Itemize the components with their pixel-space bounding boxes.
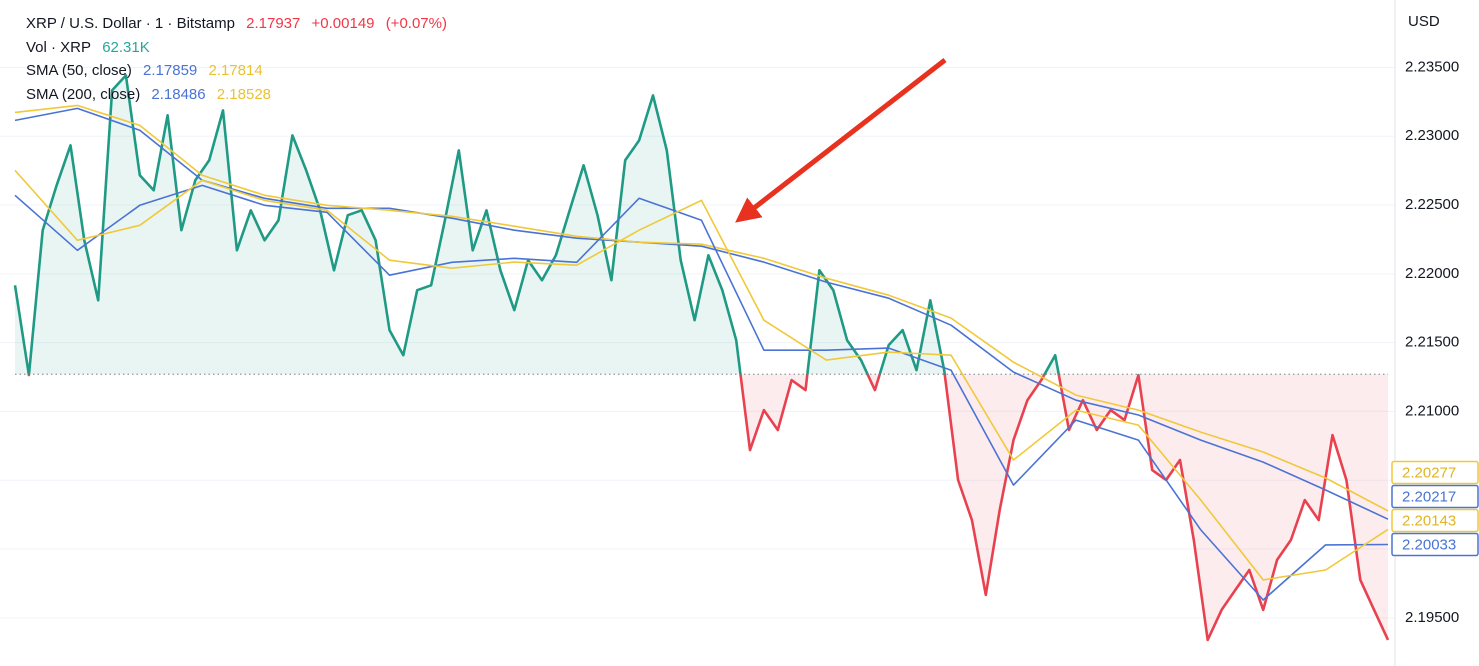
price-tag-box [1391, 484, 1479, 509]
price-tag: 2.20033 [1402, 536, 1456, 553]
sma-line [14, 104, 1389, 512]
price-line [13, 74, 1390, 642]
legend-row: XRP / U.S. Dollar · 1 · Bitstamp 2.17937… [26, 12, 454, 36]
price-area [15, 75, 1388, 640]
sma-label: SMA (200, close) [26, 85, 141, 103]
sma-value: 2.17814 [208, 62, 263, 79]
symbol: XRP / U.S. Dollar · 1 · Bitstamp [26, 15, 235, 32]
y-tick-label: 2.19500 [1405, 609, 1459, 626]
last-price: 2.17937 [246, 15, 301, 32]
y-tick-label: 2.22500 [1405, 196, 1459, 213]
y-tick-label: 2.22000 [1405, 265, 1459, 282]
y-tick-label: 2.23500 [1405, 58, 1459, 75]
change: +0.00149 [311, 15, 375, 32]
sma-value: 2.18528 [216, 85, 272, 103]
y-tick-label: 2.21500 [1405, 334, 1459, 351]
sma-value: 2.18486 [151, 85, 206, 103]
price-tag-box [1391, 508, 1479, 533]
price-tag-box [1391, 532, 1479, 557]
y-tick-label: 2.21000 [1405, 402, 1459, 419]
volume-value: 62.31K [102, 38, 150, 56]
annotation-arrow [735, 58, 947, 223]
price-tag: 2.20143 [1402, 512, 1456, 529]
volume-label: Vol · XRP [26, 38, 92, 56]
sma-line [14, 169, 1389, 581]
sma-line [14, 107, 1389, 520]
price-tag-box [1391, 460, 1479, 485]
y-tick-label: 2.23000 [1405, 127, 1459, 144]
legend-row: Vol · XRP 62.31K [26, 36, 454, 60]
sma-line [14, 184, 1389, 601]
price-tag: 2.20277 [1402, 464, 1456, 481]
legend-row: SMA (50, close) 2.17859 2.17814 [26, 59, 454, 83]
price-tag: 2.20217 [1402, 488, 1456, 505]
change-pct: (+0.07%) [385, 15, 447, 32]
sma-value: 2.17859 [143, 62, 198, 79]
legend: XRP / U.S. Dollar · 1 · Bitstamp 2.17937… [26, 12, 454, 106]
legend-row: SMA (200, close) 2.18486 2.18528 [26, 83, 454, 107]
currency-label: USD [1408, 13, 1440, 30]
sma-label: SMA (50, close) [26, 62, 132, 79]
